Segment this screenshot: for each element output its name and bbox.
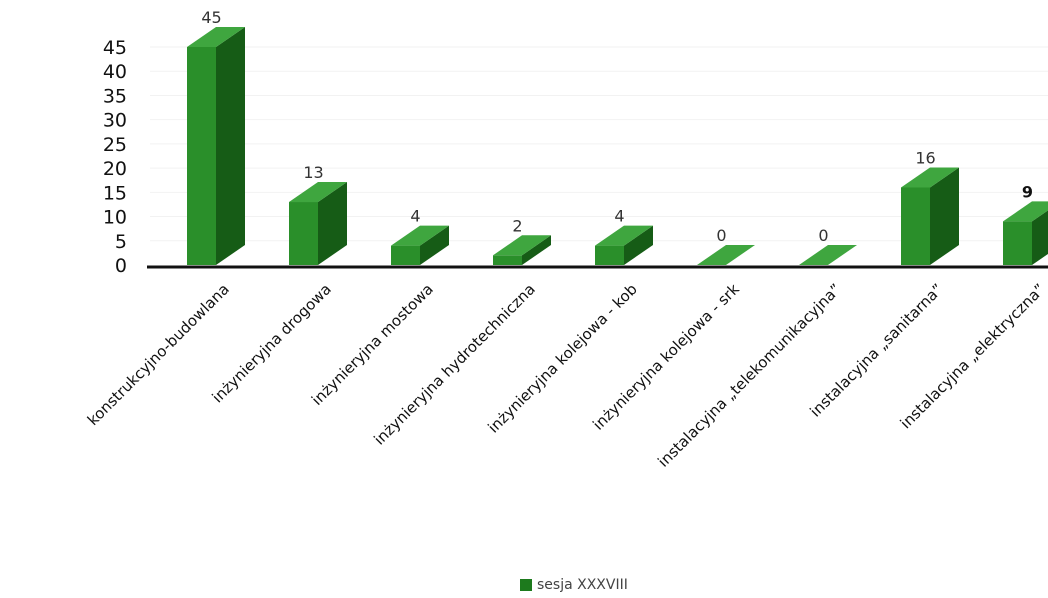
- legend-label: sesja XXXVIII: [537, 577, 628, 593]
- bar: [187, 27, 245, 265]
- y-tick-label: 5: [115, 231, 127, 253]
- data-label: 4: [614, 207, 624, 226]
- data-label: 9: [1022, 182, 1033, 201]
- data-labels: 45 13 4 2 4 0 0 16 9: [201, 8, 1033, 245]
- bar: [391, 225, 449, 265]
- bar-top: [391, 225, 449, 246]
- bar-front: [901, 187, 930, 265]
- bar-top: [1003, 201, 1048, 222]
- bar: [697, 245, 755, 265]
- y-tick-label: 20: [103, 158, 127, 180]
- bar-front: [391, 245, 420, 265]
- bar: [595, 225, 653, 265]
- bar-top: [595, 225, 653, 246]
- bar-front: [1003, 221, 1032, 265]
- data-label: 0: [818, 226, 828, 245]
- y-tick-label: 10: [103, 207, 127, 229]
- y-tick-label: 0: [115, 255, 127, 277]
- bar-top: [187, 27, 245, 47]
- bar-front: [493, 255, 522, 265]
- legend: sesja XXXVIII: [520, 577, 628, 593]
- bar-side: [624, 225, 653, 265]
- y-tick-label: 25: [103, 134, 127, 156]
- data-label: 45: [201, 8, 221, 27]
- bar-top: [901, 167, 959, 188]
- bar-side: [420, 225, 449, 265]
- bar-side: [318, 182, 347, 265]
- category-label: instalacyjna „telekomunikacyjna”: [654, 280, 845, 471]
- bars: [187, 27, 1048, 265]
- y-tick-label: 35: [103, 85, 127, 107]
- data-label: 13: [303, 163, 323, 182]
- bar: [799, 245, 857, 265]
- bar-top: [799, 245, 857, 265]
- data-label: 2: [512, 216, 522, 235]
- bar-side: [522, 235, 551, 265]
- bar-top: [289, 182, 347, 203]
- y-tick-label: 15: [103, 182, 127, 204]
- category-label: inżynieryjna hydrotechniczna: [370, 280, 539, 449]
- bar-side: [1032, 210, 1048, 265]
- bar: [901, 167, 959, 265]
- data-label: 16: [915, 148, 935, 167]
- data-label: 4: [410, 207, 420, 226]
- bar: [1003, 201, 1048, 265]
- data-label: 0: [716, 226, 726, 245]
- bar-front: [187, 47, 216, 265]
- bar-top: [493, 235, 551, 256]
- bar: [289, 182, 347, 265]
- y-tick-label: 40: [103, 61, 127, 83]
- legend-swatch: [520, 579, 532, 591]
- bar-side: [930, 167, 959, 265]
- bar-front: [595, 245, 624, 265]
- y-tick-label: 45: [103, 37, 127, 59]
- bar: [493, 235, 551, 265]
- category-label: konstrukcyjno-budowlana: [84, 280, 233, 429]
- bar-front: [289, 202, 318, 265]
- y-tick-label: 30: [103, 110, 127, 132]
- bar-top: [697, 245, 755, 265]
- bar-side: [216, 27, 245, 265]
